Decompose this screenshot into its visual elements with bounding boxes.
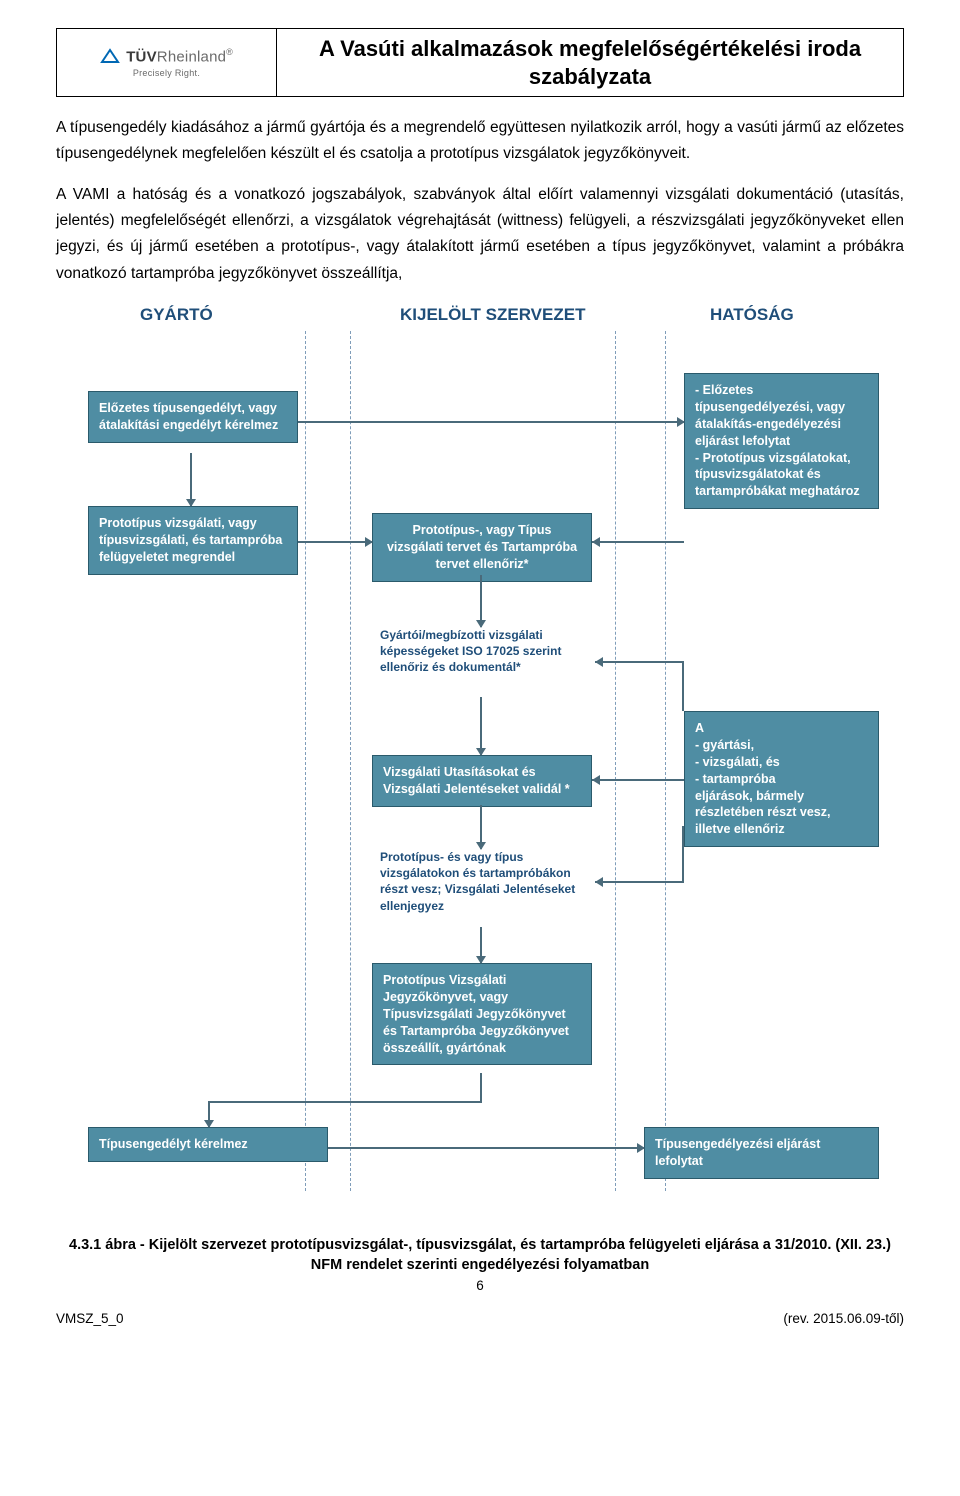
arrow-g1-h1 xyxy=(677,417,685,427)
swimlane-divider-4 xyxy=(665,331,666,1191)
box-k6: Prototípus Vizsgálati Jegyzőkönyvet, vag… xyxy=(372,963,592,1065)
page-footer: VMSZ_5_0 (rev. 2015.06.09-től) xyxy=(56,1311,904,1326)
swimlane-divider-3 xyxy=(615,331,616,1191)
col-head-gyarto: GYÁRTÓ xyxy=(140,305,213,325)
conn-h2-k3 xyxy=(595,661,684,663)
arrow-k5-k6 xyxy=(476,956,486,964)
conn-h2-k5 xyxy=(595,881,684,883)
box-h3: Típusengedélyezési eljárást lefolytat xyxy=(644,1127,879,1179)
note-k3: Gyártói/megbízotti vizsgálati képességek… xyxy=(380,627,595,676)
page-header: TÜVRheinland® Precisely Right. A Vasúti … xyxy=(56,28,904,97)
note-k5: Prototípus- és vagy típus vizsgálatokon … xyxy=(380,849,595,914)
box-g3: Típusengedélyt kérelmez xyxy=(88,1127,328,1162)
logo-reg: ® xyxy=(226,47,233,57)
col-head-hatosag: HATÓSÁG xyxy=(710,305,794,325)
box-h2: A - gyártási, - vizsgálati, és - tartamp… xyxy=(684,711,879,847)
arrow-k3-k4 xyxy=(476,748,486,756)
conn-g3-h3 xyxy=(328,1147,644,1149)
box-k4: Vizsgálati Utasításokat és Vizsgálati Je… xyxy=(372,755,592,807)
conn-h1-k1 xyxy=(592,541,684,543)
arrow-h1-k1 xyxy=(592,537,600,547)
figure-caption: 4.3.1 ábra - Kijelölt szervezet prototíp… xyxy=(56,1235,904,1276)
box-k1: Prototípus-, vagy Típus vizsgálati terve… xyxy=(372,513,592,582)
flowchart-diagram: GYÁRTÓ KIJELÖLT SZERVEZET HATÓSÁG Előzet… xyxy=(70,301,890,1221)
logo-cell: TÜVRheinland® Precisely Right. xyxy=(57,29,277,96)
arrow-k6-g3 xyxy=(204,1120,214,1128)
conn-g1-h1 xyxy=(298,421,684,423)
conn-k6-g3h xyxy=(208,1101,482,1103)
arrow-g3-h3 xyxy=(637,1143,645,1153)
box-h1: - Előzetes típusengedélyezési, vagy átal… xyxy=(684,373,879,509)
footer-left: VMSZ_5_0 xyxy=(56,1311,124,1326)
logo-main-text: TÜVRheinland® xyxy=(126,47,233,66)
footer-right: (rev. 2015.06.09-től) xyxy=(783,1311,904,1326)
arrow-h2-k5 xyxy=(595,877,603,887)
paragraph-1: A típusengedély kiadásához a jármű gyárt… xyxy=(56,115,904,168)
arrow-h2-k3 xyxy=(595,657,603,667)
paragraph-2: A VAMI a hatóság és a vonatkozó jogszabá… xyxy=(56,182,904,287)
conn-h2-k4 xyxy=(592,779,684,781)
col-head-kijelolt: KIJELÖLT SZERVEZET xyxy=(400,305,585,325)
conn-h2-v2 xyxy=(682,826,684,883)
conn-h2-v1 xyxy=(682,661,684,711)
page-number: 6 xyxy=(56,1278,904,1293)
logo-subtitle: Precisely Right. xyxy=(133,68,200,78)
box-g1: Előzetes típusengedélyt, vagy átalakítás… xyxy=(88,391,298,443)
page-title: A Vasúti alkalmazások megfelelőségértéke… xyxy=(277,29,903,96)
arrow-k4-k5 xyxy=(476,842,486,850)
conn-g2-k1 xyxy=(298,541,372,543)
box-g2: Prototípus vizsgálati, vagy típusvizsgál… xyxy=(88,506,298,575)
body-paragraphs: A típusengedély kiadásához a jármű gyárt… xyxy=(56,115,904,287)
arrow-g2-k1 xyxy=(365,537,373,547)
arrow-k1-k3 xyxy=(476,620,486,628)
conn-k3-k4 xyxy=(480,697,482,755)
swimlane-divider-1 xyxy=(305,331,306,1191)
conn-k6-d xyxy=(480,1073,482,1103)
arrow-g1-g2 xyxy=(186,499,196,507)
swimlane-divider-2 xyxy=(350,331,351,1191)
tuv-logo-icon xyxy=(100,48,120,66)
arrow-h2-k4 xyxy=(592,775,600,785)
